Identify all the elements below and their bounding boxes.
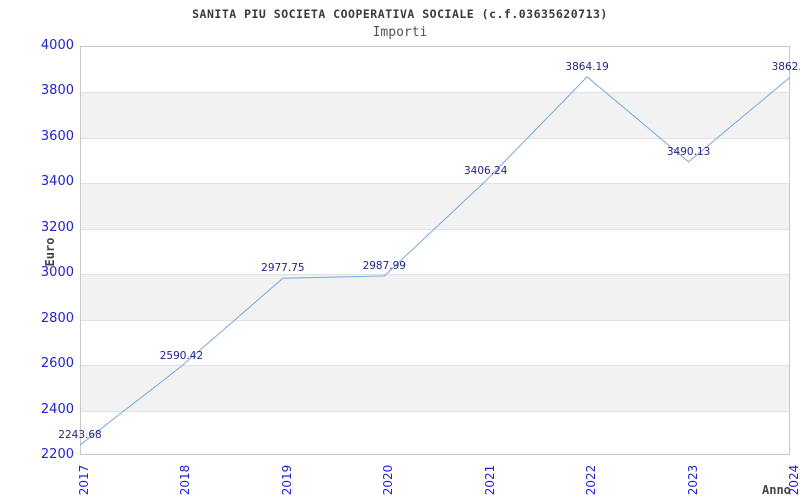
data-point-label: 2977.75 (261, 262, 305, 275)
x-tick-label: 2020 (381, 464, 396, 496)
gridline (81, 228, 789, 230)
plot-area (80, 46, 790, 455)
data-point-label: 3862.6 (771, 61, 800, 74)
y-tick-label: 3200 (40, 219, 74, 235)
gridline (81, 92, 789, 94)
gridline (81, 410, 789, 412)
data-point-label: 2987.99 (362, 259, 406, 272)
x-tick-label: 2021 (482, 464, 497, 496)
x-tick-label: 2024 (787, 464, 800, 496)
data-point-label: 3490.13 (666, 145, 711, 158)
x-tick-label: 2022 (584, 464, 599, 496)
chart-subtitle: Importi (372, 25, 428, 40)
data-point-label: 2243.68 (58, 429, 102, 442)
y-tick-label: 2200 (40, 447, 74, 462)
x-tick-label: 2018 (178, 464, 193, 496)
gridline (81, 183, 789, 185)
chart-title: SANITA PIU SOCIETA COOPERATIVA SOCIALE (… (192, 7, 608, 21)
x-tick-label: 2017 (77, 464, 91, 496)
y-tick-label: 3000 (40, 265, 74, 281)
gridline (81, 274, 789, 276)
x-axis-title: Anno (762, 483, 791, 497)
y-tick-label: 3600 (40, 128, 74, 144)
data-point-label: 3406.24 (463, 164, 508, 177)
gridline (81, 365, 789, 367)
y-tick-label: 4000 (40, 38, 74, 53)
data-point-label: 3864.19 (565, 60, 609, 73)
y-tick-label: 2400 (40, 401, 74, 417)
background-band (81, 183, 789, 229)
background-band (81, 274, 789, 320)
background-band (81, 365, 789, 411)
x-tick-label: 2023 (685, 464, 700, 496)
gridline (81, 319, 789, 321)
x-tick-label: 2019 (279, 464, 294, 496)
gridline (81, 137, 789, 139)
y-tick-label: 2800 (40, 310, 74, 326)
background-band (81, 92, 789, 138)
y-tick-label: 3800 (40, 83, 74, 99)
data-point-label: 2590.42 (159, 350, 204, 363)
y-tick-label: 2600 (40, 356, 74, 372)
y-tick-label: 3400 (40, 174, 74, 190)
